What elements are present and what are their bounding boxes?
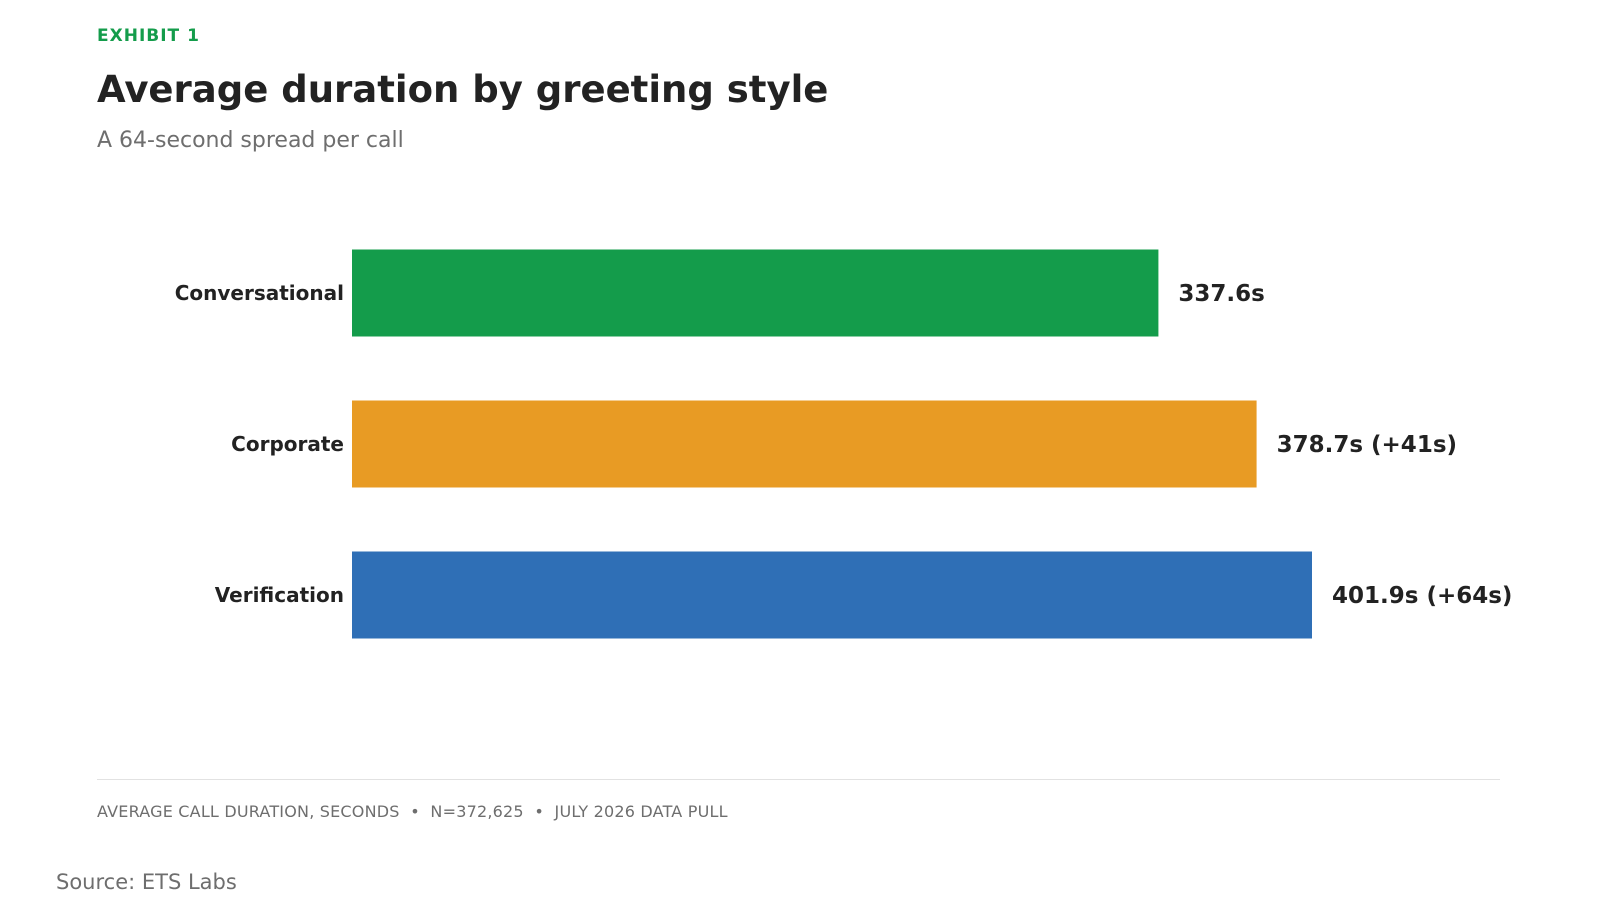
category-label-corporate: Corporate	[231, 432, 344, 456]
chart-subtitle: A 64-second spread per call	[97, 128, 404, 153]
chart-title: Average duration by greeting style	[97, 68, 829, 111]
footnote: AVERAGE CALL DURATION, SECONDS • N=372,6…	[97, 802, 728, 821]
bar-conversational	[352, 249, 1159, 337]
value-label-conversational: 337.6s	[1178, 281, 1264, 307]
category-label-verification: Verification	[215, 583, 344, 607]
bar-chart: Conversational 337.6s Corporate 378.7s (+41…	[175, 249, 1512, 639]
exhibit-label: EXHIBIT 1	[97, 26, 200, 46]
category-label-conversational: Conversational	[175, 281, 344, 305]
value-label-corporate: 378.7s (+41s)	[1277, 432, 1457, 458]
bar-corporate	[352, 400, 1257, 488]
footer-divider	[97, 779, 1500, 780]
bar-verification	[352, 551, 1312, 639]
source-note: Source: ETS Labs	[56, 870, 237, 894]
value-label-verification: 401.9s (+64s)	[1332, 583, 1512, 609]
